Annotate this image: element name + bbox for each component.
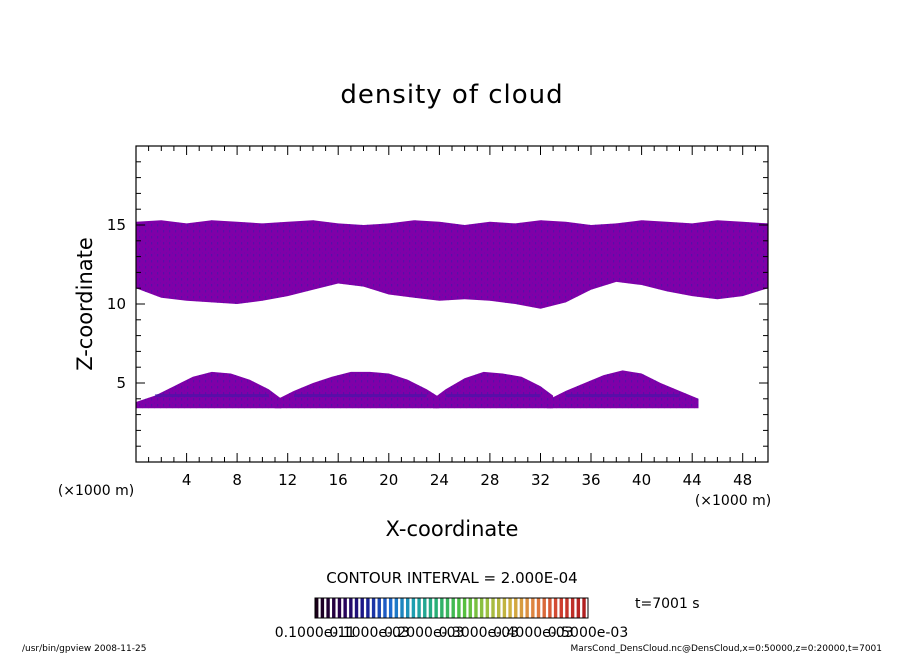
colorbar-cell — [519, 598, 524, 618]
colorbar-cell — [315, 598, 319, 618]
colorbar-cell — [479, 598, 484, 618]
colorbar-cell — [406, 598, 410, 618]
colorbar-cell — [320, 598, 325, 618]
colorbar-cell — [354, 598, 359, 618]
colorbar-cell — [423, 598, 427, 618]
upper-cloud-texture — [136, 220, 768, 309]
lower-cloud-texture — [136, 371, 282, 409]
colorbar-cell — [371, 598, 376, 618]
lower-cloud-texture — [433, 371, 554, 409]
colorbar-frame — [314, 597, 589, 619]
colorbar-cell — [411, 598, 416, 618]
lower-cloud-core — [294, 394, 427, 398]
colorbar-cell — [428, 598, 433, 618]
lower-cloud-texture — [275, 371, 440, 409]
y-tick-label: 5 — [116, 374, 126, 392]
lower-cloud-core — [565, 394, 680, 398]
colorbar-cell — [531, 598, 535, 618]
x-unit-left: (×1000 m) — [58, 483, 134, 499]
colorbar-cell — [491, 598, 495, 618]
colorbar-cell — [542, 598, 546, 618]
colorbar-cell — [400, 598, 404, 618]
colorbar-cell — [388, 598, 393, 618]
colorbar-cell — [377, 598, 381, 618]
footer-program: /usr/bin/gpview 2008-11-25 — [22, 644, 146, 654]
colorbar-cell — [548, 598, 552, 618]
x-tick-label: 20 — [379, 471, 398, 489]
y-tick-label: 10 — [107, 295, 126, 313]
x-tick-label: 48 — [733, 471, 752, 489]
colorbar-cell — [582, 598, 586, 618]
colorbar-cell — [332, 598, 336, 618]
colorbar-label: 0.2000e-03 — [384, 625, 464, 641]
x-tick-label: 4 — [182, 471, 192, 489]
plot-frame — [135, 145, 769, 463]
colorbar-cell — [462, 598, 467, 618]
lower-cloud-texture — [546, 370, 699, 409]
colorbar: 0.1000e-110.1000e-030.2000e-030.3000e-03… — [275, 597, 628, 641]
colorbar-cell — [349, 598, 353, 618]
x-tick-label: 16 — [329, 471, 348, 489]
colorbar-label: 0.4000e-03 — [493, 625, 573, 641]
colorbar-cell — [445, 598, 450, 618]
colorbar-cell — [440, 598, 444, 618]
colorbar-cell — [570, 598, 575, 618]
colorbar-labels: 0.1000e-110.1000e-030.2000e-030.3000e-03… — [275, 625, 628, 641]
contour-interval: CONTOUR INTERVAL = 2.000E-04 — [326, 569, 577, 587]
x-tick-label: 44 — [683, 471, 702, 489]
colorbar-cell — [360, 598, 364, 618]
colorbar-cell — [343, 598, 347, 618]
colorbar-cell — [514, 598, 518, 618]
colorbar-cell — [497, 598, 501, 618]
time-label: t=7001 s — [635, 596, 700, 612]
colorbar-cell — [485, 598, 490, 618]
colorbar-cell — [474, 598, 478, 618]
colorbar-cell — [366, 598, 370, 618]
colorbar-cell — [536, 598, 541, 618]
colorbar-cell — [559, 598, 563, 618]
colorbar-cells — [315, 598, 586, 618]
x-tick-label: 40 — [632, 471, 651, 489]
y-axis-label: Z-coordinate — [73, 237, 97, 371]
chart-title: density of cloud — [340, 80, 563, 110]
colorbar-cell — [417, 598, 421, 618]
colorbar-cell — [434, 598, 438, 618]
colorbar-cell — [502, 598, 507, 618]
colorbar-cell — [565, 598, 569, 618]
x-unit-right: (×1000 m) — [695, 493, 771, 509]
lower-cloud-core — [445, 394, 541, 398]
x-tick-label: 24 — [430, 471, 449, 489]
lower-cloud-core — [155, 394, 269, 398]
colorbar-cell — [576, 598, 581, 618]
x-tick-label: 32 — [531, 471, 550, 489]
y-tick-label: 15 — [107, 216, 126, 234]
x-tick-label: 28 — [480, 471, 499, 489]
colorbar-label: 0.1000e-11 — [275, 625, 355, 641]
colorbar-cell — [337, 598, 342, 618]
colorbar-label: 0.3000e-03 — [439, 625, 519, 641]
colorbar-cell — [457, 598, 461, 618]
colorbar-cell — [468, 598, 472, 618]
colorbar-cell — [326, 598, 330, 618]
x-tick-label: 12 — [278, 471, 297, 489]
colorbar-cell — [451, 598, 455, 618]
colorbar-cell — [394, 598, 399, 618]
colorbar-cell — [508, 598, 512, 618]
cloud-fill-layer — [136, 220, 768, 409]
colorbar-cell — [525, 598, 529, 618]
x-tick-label: 8 — [232, 471, 242, 489]
colorbar-cell — [383, 598, 387, 618]
x-tick-label: 36 — [581, 471, 600, 489]
x-axis-label: X-coordinate — [386, 517, 519, 541]
colorbar-label: 0.1000e-03 — [329, 625, 409, 641]
colorbar-label: 0.5000e-03 — [548, 625, 628, 641]
colorbar-cell — [553, 598, 558, 618]
footer-source: MarsCond_DensCloud.nc@DensCloud,x=0:5000… — [571, 644, 883, 654]
